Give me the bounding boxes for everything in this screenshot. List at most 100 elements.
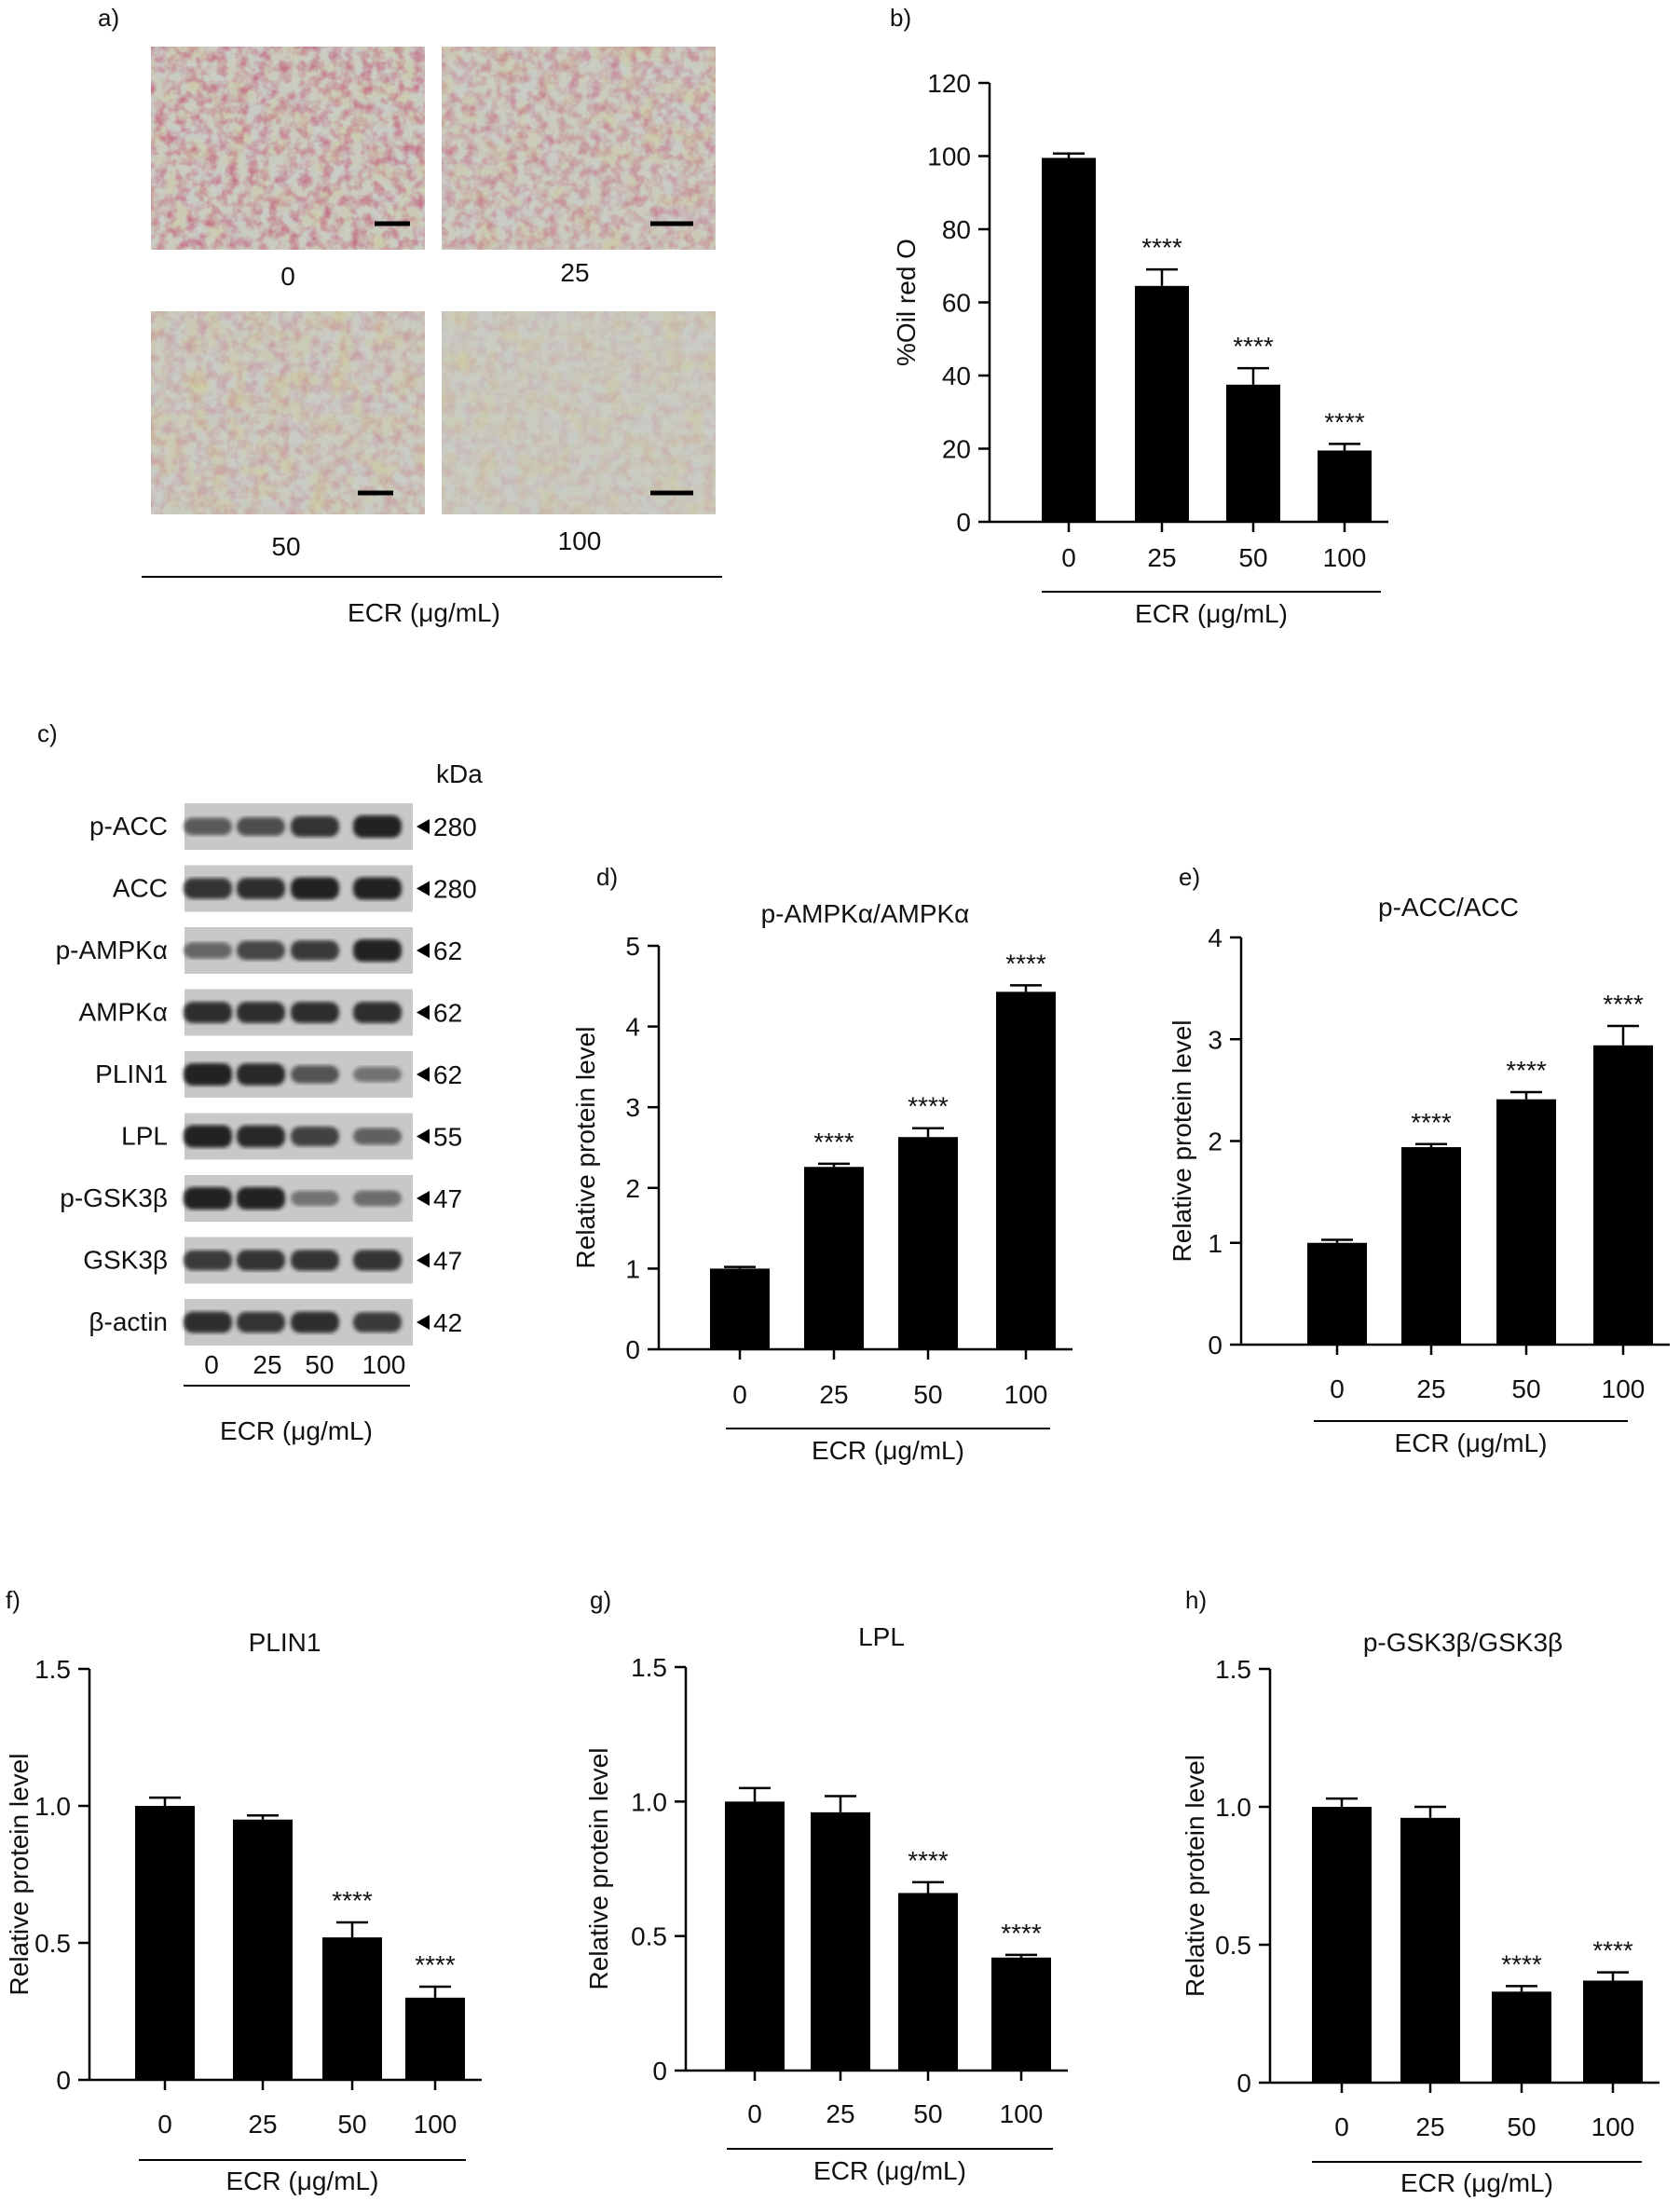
blot-band bbox=[291, 1250, 339, 1271]
blot-band bbox=[291, 1065, 339, 1084]
x-tick-label: 0 bbox=[1061, 543, 1076, 572]
bar-50 bbox=[1496, 1099, 1556, 1345]
micrograph-25 bbox=[442, 47, 716, 250]
y-tick-label: 100 bbox=[927, 143, 971, 171]
blot-band bbox=[184, 942, 232, 959]
x-axis-label: ECR (μg/mL) bbox=[1395, 1429, 1548, 1457]
arrowhead-icon bbox=[417, 1005, 430, 1020]
x-axis-label: ECR (μg/mL) bbox=[813, 2156, 966, 2185]
x-tick-label: 0 bbox=[732, 1380, 747, 1409]
y-tick-label: 2 bbox=[625, 1174, 640, 1203]
y-axis-label: Relative protein level bbox=[5, 1754, 34, 1996]
y-tick-label: 2 bbox=[1208, 1128, 1222, 1156]
blot-band bbox=[291, 940, 339, 961]
chart-g: g) LPL 0 0.5 1.0 1.5 Relative protein level 0 25… bbox=[584, 1586, 1068, 2185]
blot-band bbox=[353, 877, 402, 900]
y-tick-label: 0.5 bbox=[34, 1929, 71, 1958]
bar-0 bbox=[710, 1268, 770, 1349]
y-tick-label: 1.0 bbox=[631, 1787, 667, 1816]
blot-protein-label: β-actin bbox=[89, 1307, 168, 1336]
arrowhead-icon bbox=[417, 819, 430, 834]
bar-50 bbox=[322, 1937, 382, 2080]
y-tick-label: 0 bbox=[1236, 2069, 1251, 2098]
blot-band bbox=[353, 815, 402, 838]
panel-label: f) bbox=[6, 1586, 20, 1614]
x-tick-label: 100 bbox=[1000, 2099, 1044, 2128]
y-tick-label: 4 bbox=[1208, 923, 1222, 952]
chart-title: p-GSK3β/GSK3β bbox=[1363, 1628, 1563, 1657]
y-axis-label: %Oil red O bbox=[892, 239, 921, 366]
blot-kda-label: 47 bbox=[433, 1184, 462, 1213]
significance-label: **** bbox=[813, 1128, 854, 1156]
y-tick-label: 1.5 bbox=[1215, 1655, 1251, 1684]
x-tick-label: 100 bbox=[1323, 543, 1367, 572]
arrowhead-icon bbox=[417, 1315, 430, 1330]
blot-band bbox=[291, 1127, 339, 1146]
x-tick-label: 25 bbox=[826, 2099, 854, 2128]
blot-row-4: AMPKα 62 bbox=[78, 989, 462, 1036]
y-tick-label: 20 bbox=[942, 435, 971, 464]
y-axis-label: Relative protein level bbox=[584, 1748, 613, 1990]
blot-band bbox=[353, 1128, 402, 1145]
bar-0 bbox=[1312, 1807, 1372, 2083]
y-tick-label: 0 bbox=[652, 2057, 667, 2085]
y-tick-label: 120 bbox=[927, 69, 971, 98]
significance-label: **** bbox=[908, 1846, 949, 1875]
x-axis-label: ECR (μg/mL) bbox=[1400, 2168, 1553, 2197]
blot-kda-label: 55 bbox=[433, 1123, 462, 1152]
blot-kda-label: 280 bbox=[433, 875, 477, 904]
y-tick-label: 0.5 bbox=[631, 1922, 667, 1951]
chart-h: h) p-GSK3β/GSK3β 0 0.5 1.0 1.5 Relative protei… bbox=[1181, 1586, 1660, 2197]
blot-protein-label: PLIN1 bbox=[95, 1059, 168, 1088]
y-tick-label: 5 bbox=[625, 932, 640, 961]
blot-band bbox=[184, 1187, 232, 1210]
x-tick-label: 100 bbox=[414, 2110, 458, 2139]
bar-100 bbox=[1318, 450, 1372, 522]
blot-band bbox=[237, 940, 285, 961]
x-tick-label: 0 bbox=[747, 2099, 762, 2128]
y-axis-label: Relative protein level bbox=[1168, 1020, 1196, 1263]
blot-band bbox=[291, 1190, 339, 1207]
micrograph-label-25: 25 bbox=[560, 258, 589, 287]
blot-row-6: LPL 55 bbox=[121, 1113, 462, 1160]
significance-label: **** bbox=[1411, 1108, 1452, 1137]
chart-f: f) PLIN1 0 0.5 1.0 1.5 Relative protein level 0… bbox=[5, 1586, 482, 2195]
panel-label: e) bbox=[1179, 863, 1200, 891]
blot-band bbox=[237, 878, 285, 899]
blot-band bbox=[353, 1190, 402, 1207]
y-tick-label: 0.5 bbox=[1215, 1931, 1251, 1960]
x-tick-label: 50 bbox=[1238, 543, 1267, 572]
blot-band bbox=[184, 878, 232, 899]
blot-kda-label: 47 bbox=[433, 1247, 462, 1276]
x-tick-label: 25 bbox=[248, 2110, 277, 2139]
panel-label: h) bbox=[1185, 1586, 1207, 1614]
blot-band bbox=[353, 1002, 402, 1023]
micrograph-0 bbox=[151, 47, 425, 250]
y-tick-label: 0 bbox=[56, 2066, 71, 2095]
blot-row-9: β-actin 42 bbox=[89, 1299, 462, 1346]
blot-band bbox=[237, 1002, 285, 1023]
significance-label: **** bbox=[1005, 949, 1046, 977]
bar-100 bbox=[1583, 1980, 1643, 2083]
x-tick-label: 25 bbox=[1415, 2112, 1444, 2141]
y-tick-label: 80 bbox=[942, 215, 971, 244]
bar-100 bbox=[405, 1997, 465, 2080]
blot-protein-label: LPL bbox=[121, 1122, 168, 1151]
x-axis-label: ECR (μg/mL) bbox=[226, 2167, 379, 2195]
x-tick-label: 100 bbox=[1602, 1374, 1646, 1403]
blot-row-5: PLIN1 62 bbox=[95, 1051, 462, 1098]
arrowhead-icon bbox=[417, 1067, 430, 1082]
blot-band bbox=[237, 1311, 285, 1333]
micrograph-100 bbox=[442, 311, 716, 514]
bar-25 bbox=[1401, 1147, 1461, 1345]
bar-50 bbox=[1492, 1991, 1551, 2083]
significance-label: **** bbox=[908, 1092, 949, 1121]
y-tick-label: 0 bbox=[1208, 1331, 1222, 1360]
blot-band bbox=[291, 1311, 339, 1333]
blot-row-7: p-GSK3β 47 bbox=[60, 1175, 462, 1222]
blot-lane-label: 50 bbox=[305, 1350, 334, 1379]
blot-band bbox=[291, 877, 339, 900]
blot-kda-label: 62 bbox=[433, 936, 462, 965]
bar-0 bbox=[1307, 1242, 1367, 1345]
